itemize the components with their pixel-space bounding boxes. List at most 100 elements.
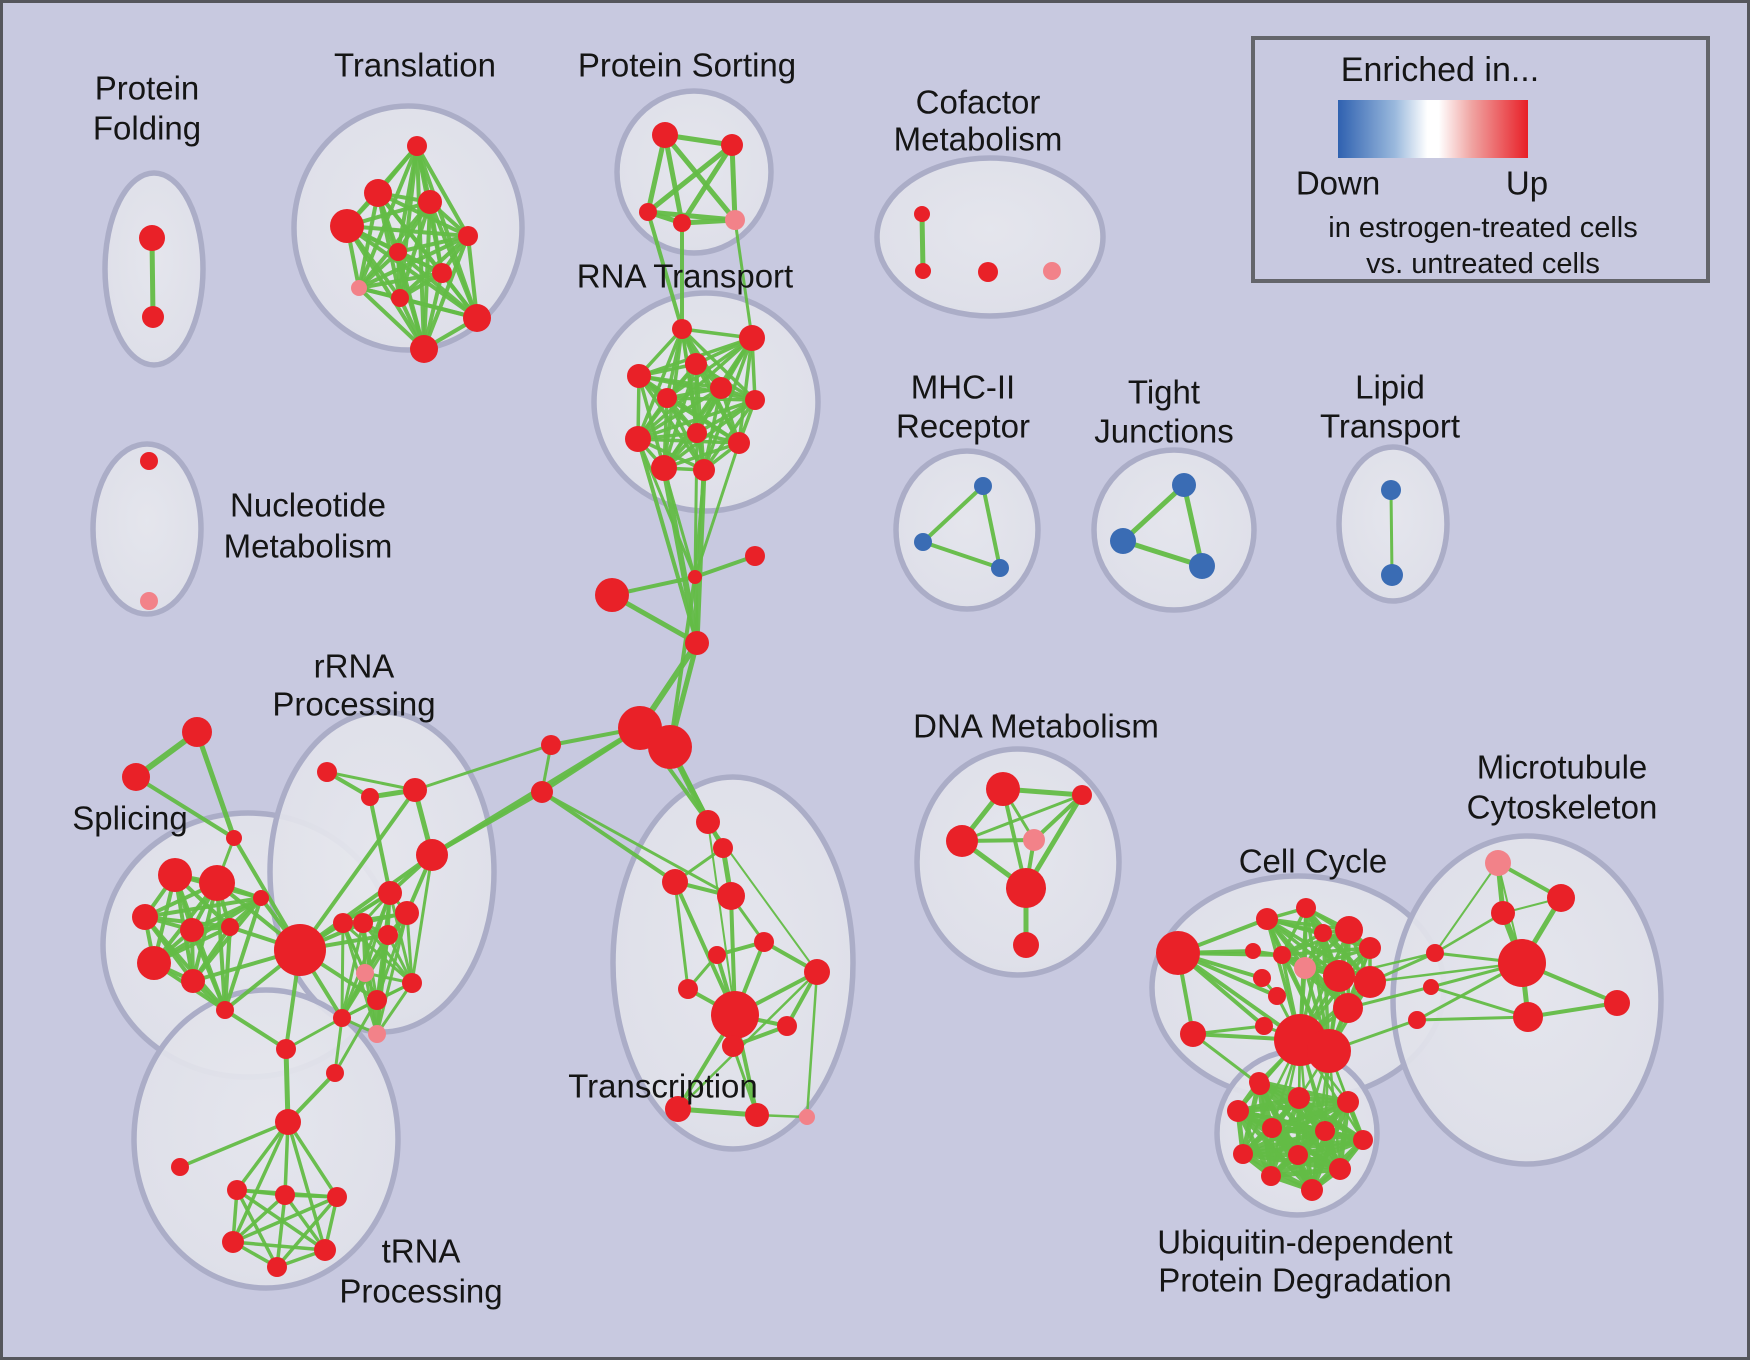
node-tr1 bbox=[407, 136, 427, 156]
edge bbox=[410, 853, 434, 985]
edge bbox=[673, 880, 690, 991]
node-cf1 bbox=[914, 206, 930, 222]
cluster-label-trna-processing-line1: tRNA bbox=[382, 1233, 461, 1270]
edge bbox=[673, 880, 737, 1017]
edge bbox=[396, 234, 470, 254]
legend-box bbox=[1251, 36, 1710, 283]
node-tr6 bbox=[389, 243, 407, 261]
node-ub12 bbox=[1301, 1179, 1323, 1201]
node-rt3 bbox=[685, 353, 707, 375]
node-tr9 bbox=[391, 289, 409, 307]
edge bbox=[1268, 1166, 1343, 1179]
edge bbox=[1337, 951, 1437, 978]
edge bbox=[636, 398, 757, 441]
edge bbox=[540, 790, 677, 884]
node-cc3 bbox=[1256, 908, 1278, 930]
edge bbox=[645, 142, 735, 215]
node-dm4 bbox=[1023, 829, 1045, 851]
node-rr11 bbox=[402, 973, 422, 993]
node-rr2 bbox=[361, 788, 379, 806]
node-sp3 bbox=[132, 904, 158, 930]
edge bbox=[694, 467, 707, 646]
node-mt3 bbox=[1491, 901, 1515, 925]
node-mh2 bbox=[914, 533, 932, 551]
node-tc12 bbox=[665, 1096, 691, 1122]
edge bbox=[693, 554, 757, 579]
node-cc2 bbox=[1180, 1021, 1206, 1047]
node-mt1 bbox=[1485, 850, 1511, 876]
node-nm1 bbox=[140, 452, 158, 470]
node-rr4 bbox=[416, 839, 448, 871]
node-cc12 bbox=[1323, 960, 1355, 992]
node-mt2 bbox=[1547, 884, 1575, 912]
node-dm2 bbox=[1072, 785, 1092, 805]
edge bbox=[231, 1240, 327, 1252]
edge bbox=[1415, 1015, 1530, 1022]
legend-gradient-bar bbox=[1338, 100, 1528, 158]
node-ch5b bbox=[648, 725, 692, 769]
cluster-label-ubiquitin-degradation-line2: Protein Degradation bbox=[1158, 1262, 1452, 1299]
edge bbox=[235, 1120, 290, 1192]
edge bbox=[662, 132, 685, 226]
node-tc8 bbox=[678, 979, 698, 999]
cluster-label-trna-processing-line2: Processing bbox=[339, 1273, 502, 1310]
node-tc13 bbox=[745, 1103, 769, 1127]
cluster-label-lipid-transport-line2: Transport bbox=[1320, 408, 1460, 445]
cluster-label-mhc-ii-receptor-line1: MHC-II bbox=[911, 369, 1015, 406]
edge bbox=[645, 132, 668, 215]
edge bbox=[540, 790, 733, 898]
node-sp8 bbox=[181, 969, 205, 993]
node-ps1 bbox=[652, 122, 678, 148]
cluster-ellipse-mhc-ii-receptor bbox=[893, 448, 1041, 612]
node-tn2 bbox=[227, 1180, 247, 1200]
node-tr3 bbox=[330, 209, 364, 243]
edge bbox=[178, 1120, 290, 1169]
edge bbox=[1120, 482, 1187, 544]
node-ps4 bbox=[673, 214, 691, 232]
edge bbox=[960, 793, 1084, 843]
edge bbox=[805, 970, 819, 1119]
node-rt9 bbox=[625, 426, 651, 452]
node-tnH bbox=[275, 1109, 301, 1135]
node-dm5 bbox=[1006, 868, 1046, 908]
node-sp2 bbox=[199, 865, 235, 901]
node-ub3 bbox=[1337, 1091, 1359, 1113]
edge bbox=[149, 235, 156, 320]
cluster-ellipse-nucleotide-metabolism bbox=[90, 441, 204, 617]
edge bbox=[298, 853, 434, 952]
node-dm1 bbox=[986, 772, 1020, 806]
edge bbox=[702, 398, 757, 472]
node-sp9 bbox=[216, 1001, 234, 1019]
edge bbox=[284, 1016, 344, 1051]
edge bbox=[333, 1016, 344, 1075]
node-rt12 bbox=[693, 459, 715, 481]
node-tc10 bbox=[777, 1016, 797, 1036]
legend: Enriched in... Down Up in estrogen-treated … bbox=[1251, 36, 1710, 283]
node-pf2 bbox=[142, 306, 164, 328]
node-rr15 bbox=[326, 1064, 344, 1082]
node-tn3 bbox=[275, 1185, 295, 1205]
cluster-label-cell-cycle-line1: Cell Cycle bbox=[1239, 843, 1388, 880]
node-ub1 bbox=[1249, 1072, 1269, 1092]
cluster-label-tight-junctions-line2: Junctions bbox=[1094, 413, 1233, 450]
cluster-label-transcription-line1: Transcription bbox=[568, 1068, 758, 1105]
node-rr10 bbox=[356, 964, 374, 982]
node-ps3 bbox=[639, 203, 657, 221]
edge bbox=[283, 1193, 327, 1252]
node-mh3 bbox=[991, 559, 1009, 577]
edge bbox=[665, 336, 754, 400]
cluster-label-mhc-ii-receptor-line2: Receptor bbox=[896, 408, 1030, 445]
edge bbox=[636, 327, 684, 441]
node-mt4 bbox=[1513, 1002, 1543, 1032]
node-pf1 bbox=[139, 225, 165, 251]
node-tn4 bbox=[327, 1187, 347, 1207]
node-ub8 bbox=[1233, 1144, 1253, 1164]
edge bbox=[662, 132, 738, 223]
node-rrH bbox=[274, 924, 326, 976]
node-ub11 bbox=[1261, 1166, 1281, 1186]
node-ub9 bbox=[1288, 1145, 1308, 1165]
node-ub5 bbox=[1262, 1118, 1282, 1138]
edge bbox=[231, 1120, 290, 1244]
edge bbox=[357, 286, 426, 351]
